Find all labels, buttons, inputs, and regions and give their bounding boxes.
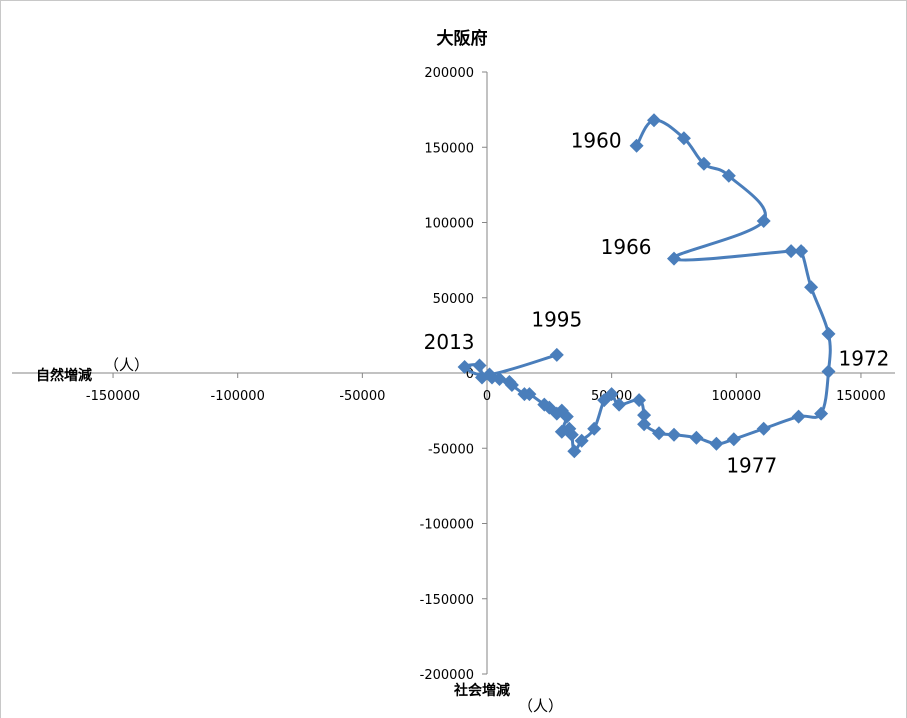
data-point-marker <box>629 138 644 153</box>
data-point-marker <box>632 393 647 408</box>
year-annotations: 1960 1966 1972 1977 1995 2013 <box>424 128 890 477</box>
series-line <box>463 118 832 453</box>
data-point-marker <box>804 280 819 295</box>
x-tick-label: 0 <box>483 389 491 404</box>
y-tick-label: -100000 <box>420 518 474 533</box>
data-point-marker <box>647 113 661 128</box>
data-point-marker <box>597 393 612 408</box>
data-point-marker <box>612 397 627 412</box>
y-tick-label: 0 <box>466 367 474 382</box>
y-tick-label: -50000 <box>428 442 474 457</box>
data-point-marker <box>676 131 691 146</box>
data-point-marker <box>667 427 681 442</box>
y-tick-label: 100000 <box>424 217 474 232</box>
year-annotation: 1995 <box>531 307 582 331</box>
data-point-marker <box>791 409 806 424</box>
y-tick-labels: 200000 150000 100000 50000 0 -50000 -100000 -15… <box>420 66 487 683</box>
data-point-marker <box>814 406 829 421</box>
data-point-marker <box>726 432 741 447</box>
data-point-marker <box>554 424 569 439</box>
data-point-marker <box>517 387 532 402</box>
x-tick-label: -50000 <box>339 389 385 404</box>
data-point-marker <box>537 397 552 412</box>
y-axis-unit: （人） <box>518 697 563 715</box>
y-tick-label: 50000 <box>433 292 474 307</box>
data-point-marker <box>549 347 564 362</box>
year-annotation: 1977 <box>726 453 777 477</box>
data-point-marker <box>756 421 771 436</box>
data-point-marker <box>821 326 836 341</box>
data-point-marker <box>794 244 809 259</box>
chart-title: 大阪府 <box>437 28 488 49</box>
data-point-marker <box>667 251 681 266</box>
y-tick-label: 200000 <box>424 66 474 81</box>
data-point-marker <box>472 358 487 373</box>
data-point-marker <box>587 421 602 436</box>
year-annotation: 1966 <box>601 235 652 259</box>
data-point-marker <box>784 244 799 259</box>
data-point-marker <box>756 214 771 228</box>
y-tick-label: -150000 <box>420 593 474 608</box>
x-tick-label: -100000 <box>211 389 265 404</box>
year-annotation: 1972 <box>839 346 890 370</box>
x-tick-label: 150000 <box>836 389 886 404</box>
data-markers <box>457 113 836 459</box>
data-point-marker <box>637 417 652 432</box>
data-point-marker <box>652 426 666 441</box>
data-point-marker <box>709 436 724 451</box>
data-point-marker <box>482 367 497 382</box>
x-tick-label: -150000 <box>86 389 140 404</box>
data-point-marker <box>689 430 704 445</box>
data-point-marker <box>696 156 711 171</box>
data-point-marker <box>637 408 652 423</box>
year-annotation: 1960 <box>571 128 622 152</box>
year-annotation: 2013 <box>424 330 475 354</box>
x-tick-label: 100000 <box>711 389 761 404</box>
data-point-marker <box>457 360 472 374</box>
data-point-marker <box>821 364 836 379</box>
y-axis-label: 社会増減 <box>453 682 510 699</box>
x-axis-label: 自然増減 <box>36 367 92 384</box>
y-tick-label: -200000 <box>420 668 474 683</box>
data-point-marker <box>721 168 736 183</box>
data-point-marker <box>567 444 582 459</box>
x-axis-unit: （人） <box>104 356 149 374</box>
data-point-marker <box>574 433 589 448</box>
y-tick-label: 150000 <box>424 141 474 156</box>
